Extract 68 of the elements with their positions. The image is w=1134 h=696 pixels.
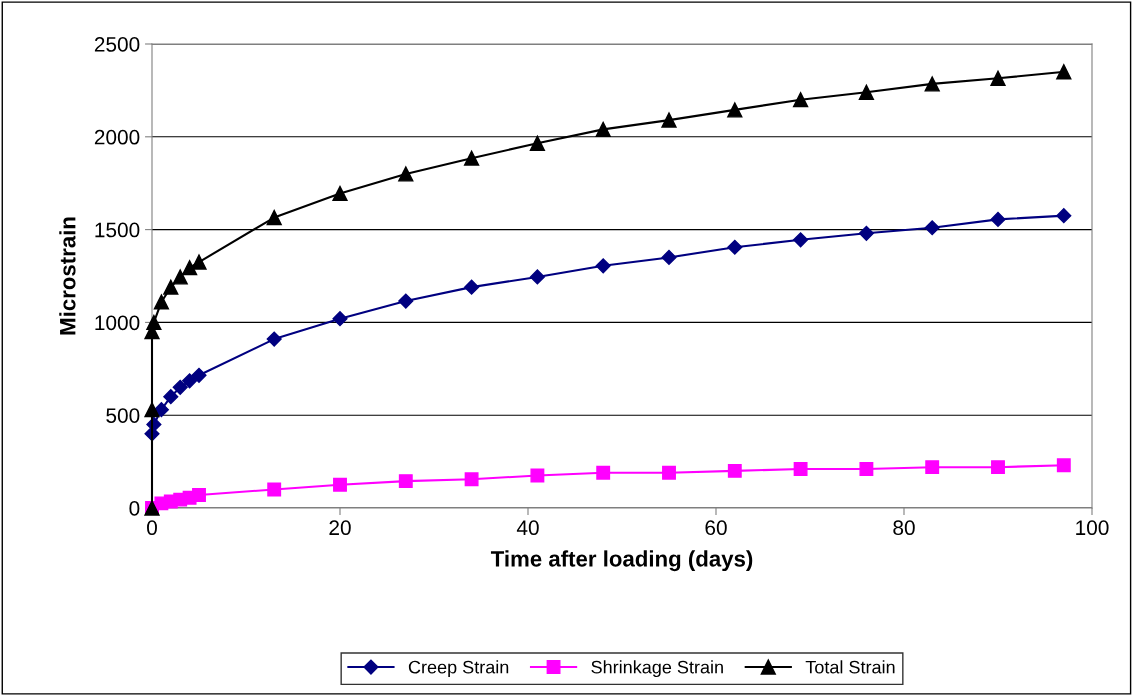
point: [595, 121, 611, 138]
legend-label: Total Strain: [805, 660, 895, 674]
point: [153, 294, 170, 310]
x-tick-label: 40: [516, 520, 539, 536]
point: [1056, 458, 1071, 473]
y-tick-label: 1000: [95, 315, 140, 331]
point: [463, 150, 480, 166]
point: [727, 239, 743, 255]
point: [464, 472, 479, 487]
x-tick-label: 0: [147, 520, 157, 536]
point: [172, 269, 188, 285]
point: [191, 367, 207, 383]
point: [925, 460, 940, 475]
point: [146, 314, 162, 331]
point: [398, 293, 414, 309]
point: [172, 379, 188, 395]
point: [144, 401, 160, 418]
legend-label: Creep Strain: [408, 660, 509, 678]
point: [530, 468, 545, 483]
point: [333, 477, 347, 492]
y-tick-label: 500: [106, 408, 140, 423]
point: [1056, 64, 1072, 80]
point: [991, 460, 1005, 475]
point: [727, 102, 743, 118]
point: [464, 279, 480, 295]
x-tick-label: 20: [329, 520, 351, 536]
point: [163, 389, 179, 405]
y-tick-label: 1500: [95, 222, 140, 238]
point: [266, 331, 282, 347]
y-tick-label: 2500: [94, 37, 140, 52]
point: [266, 209, 282, 226]
point: [595, 258, 611, 274]
point: [398, 166, 414, 182]
point: [924, 220, 940, 236]
point: [191, 254, 207, 270]
point: [181, 260, 198, 276]
point: [859, 462, 874, 476]
point: [332, 311, 348, 327]
point: [793, 232, 809, 248]
legend-label: Shrinkage Strain: [591, 660, 723, 678]
point: [398, 474, 413, 489]
point: [529, 269, 545, 285]
point: [858, 84, 875, 100]
y-tick-label: 2000: [94, 129, 140, 145]
point: [182, 373, 198, 389]
point: [661, 112, 677, 128]
point: [661, 249, 677, 266]
point: [990, 70, 1006, 86]
y-tick-label: 0: [129, 501, 140, 516]
x-tick-label: 60: [705, 520, 727, 536]
point: [163, 279, 179, 295]
point: [192, 488, 206, 502]
point: [529, 135, 546, 151]
point: [332, 185, 348, 202]
point: [858, 225, 874, 241]
point: [792, 92, 809, 108]
point: [727, 463, 742, 478]
point: [596, 465, 611, 480]
point: [662, 465, 676, 480]
x-axis-title: Time after loading (days): [490, 550, 753, 572]
x-tick-label: 100: [1076, 520, 1109, 536]
point: [267, 482, 282, 497]
point: [990, 211, 1006, 227]
x-tick-label: 80: [893, 520, 915, 536]
y-axis-title: Microstrain: [59, 217, 76, 335]
point: [793, 462, 808, 476]
point: [924, 76, 940, 92]
point: [1056, 208, 1072, 224]
